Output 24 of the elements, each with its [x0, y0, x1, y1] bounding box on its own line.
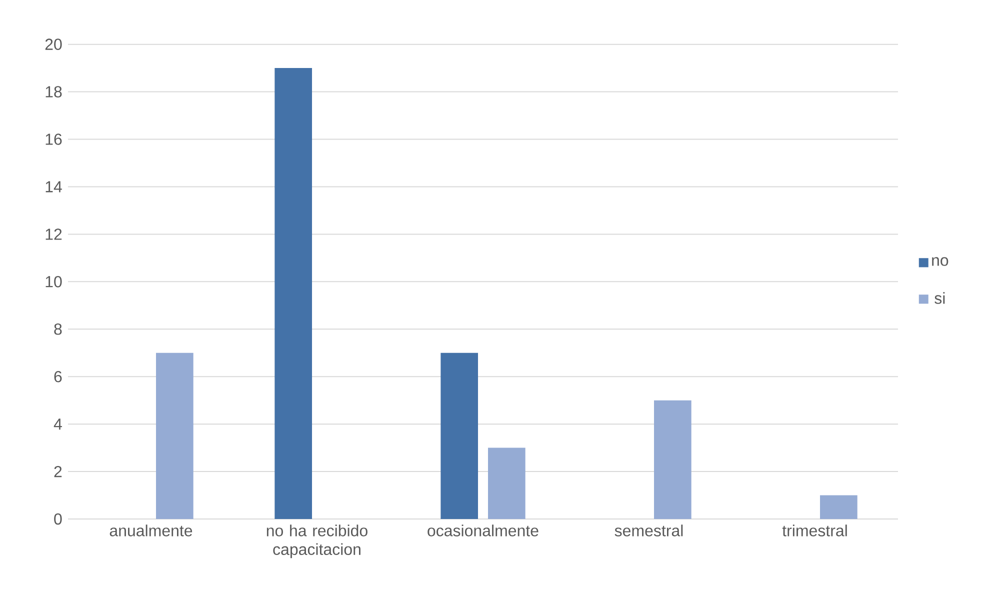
y-tick-label: 0	[54, 513, 62, 525]
x-tick-label: trimestral	[782, 524, 847, 536]
y-tick-label: 14	[46, 181, 62, 192]
y-tick-label: 4	[54, 418, 62, 430]
bar	[156, 352, 194, 519]
bar	[654, 400, 692, 519]
x-tick-label: ocasionalmente	[428, 524, 538, 536]
x-tick-label: no ha recibido capacitacion	[266, 524, 368, 558]
legend-label: si	[934, 292, 945, 304]
y-tick-label: 8	[54, 323, 62, 335]
x-tick-label: anualmente	[110, 524, 192, 536]
bar	[488, 448, 526, 519]
bar	[820, 495, 858, 519]
y-tick-label: 20	[45, 38, 62, 50]
legend-label: no	[932, 257, 948, 266]
y-tick-label: 6	[54, 370, 62, 382]
y-tick-label: 12	[46, 228, 62, 240]
bar	[440, 352, 478, 519]
y-tick-label: 16	[46, 134, 62, 145]
x-tick-label: semestral	[614, 524, 683, 536]
y-tick-label: 10	[46, 276, 62, 288]
bar	[274, 68, 312, 519]
y-tick-label: 18	[46, 86, 62, 98]
y-tick-label: 2	[54, 466, 62, 478]
